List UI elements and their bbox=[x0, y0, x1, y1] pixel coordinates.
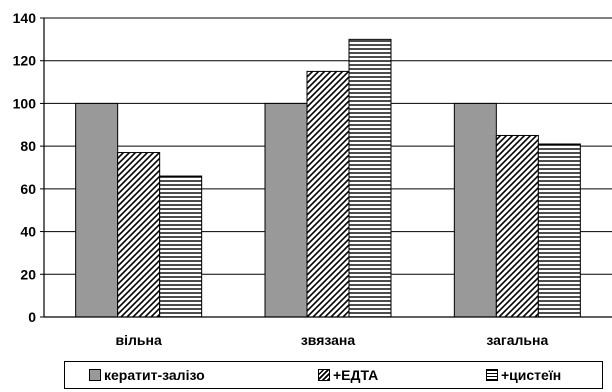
y-tick-label: 120 bbox=[13, 53, 37, 69]
bar-2-1 bbox=[117, 152, 161, 318]
y-tick-label: 0 bbox=[28, 309, 36, 325]
x-category-label: вільна bbox=[116, 332, 162, 348]
y-tick-label: 140 bbox=[13, 10, 37, 26]
bars-group bbox=[75, 38, 581, 318]
y-tick-label: 20 bbox=[20, 266, 36, 282]
bar-1-3 bbox=[453, 102, 497, 318]
x-category-label: звязана bbox=[301, 332, 356, 348]
legend-swatch bbox=[89, 369, 101, 381]
legend-label: +цистеїн bbox=[501, 367, 562, 383]
legend-label: +ЕДТА bbox=[333, 367, 379, 383]
bar-3-2 bbox=[348, 38, 392, 318]
axes-group bbox=[43, 18, 612, 318]
bar-2-2 bbox=[306, 70, 350, 318]
legend-swatch bbox=[486, 369, 498, 381]
y-tick-label: 80 bbox=[20, 138, 36, 154]
x-category-label: загальна bbox=[486, 332, 548, 348]
bar-3-1 bbox=[159, 175, 203, 318]
y-tick-labels: 0 20 40 60 80 100 120 140 bbox=[13, 10, 37, 325]
bar-chart: 0 20 40 60 80 100 120 140 вільна звязана загальна bbox=[13, 10, 612, 348]
legend-item-1: кератит-залізо bbox=[89, 368, 205, 382]
bar-2-3 bbox=[495, 134, 539, 318]
bar-3-3 bbox=[537, 143, 581, 318]
bar-1-2 bbox=[264, 102, 308, 318]
legend-item-3: +цистеїн bbox=[486, 368, 561, 382]
x-category-labels: вільна звязана загальна bbox=[116, 332, 549, 348]
y-tick-label: 40 bbox=[20, 224, 36, 240]
bar-1-1 bbox=[75, 102, 119, 318]
legend-swatch bbox=[318, 369, 330, 381]
legend-item-2: +ЕДТА bbox=[318, 368, 378, 382]
legend-label: кератит-залізо bbox=[104, 367, 205, 383]
legend: кератит-залізо +ЕДТА +цистеїн bbox=[64, 361, 603, 389]
y-tick-label: 60 bbox=[20, 181, 36, 197]
y-tick-label: 100 bbox=[13, 95, 37, 111]
